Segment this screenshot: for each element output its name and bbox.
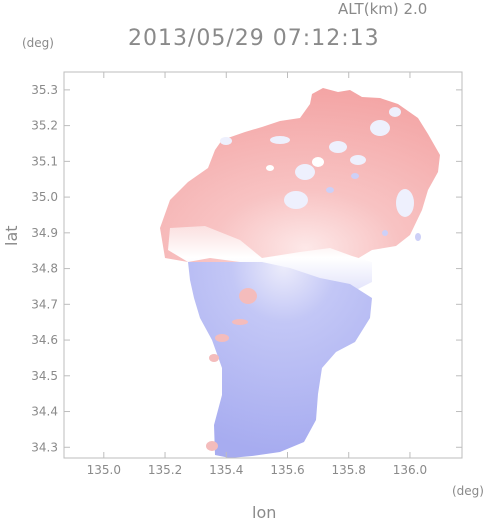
altitude-label: ALT(km) 2.0 — [338, 0, 428, 18]
y-tick-label: 34.6 — [31, 333, 58, 347]
x-tick-label: 135.0 — [87, 463, 121, 477]
negative-patches-north — [220, 107, 414, 217]
lon-unit-label: (deg) — [452, 484, 484, 498]
zero-velocity-band — [168, 226, 372, 290]
observation-datetime: 2013/05/29 07:12:13 — [128, 26, 380, 51]
y-tick-label: 34.5 — [31, 369, 58, 383]
x-axis-label: lon — [252, 503, 277, 522]
x-tick-label: 135.4 — [209, 463, 243, 477]
x-axis-ticks: 135.0 135.2 135.4 135.6 135.8 136.0 — [87, 72, 427, 477]
lat-unit-label: (deg) — [22, 36, 54, 50]
positive-patches-south — [206, 288, 257, 451]
y-tick-label: 34.4 — [31, 405, 58, 419]
x-tick-label: 135.6 — [270, 463, 304, 477]
x-tick-label: 135.2 — [148, 463, 182, 477]
y-axis-ticks: 34.3 34.4 34.5 34.6 34.7 34.8 34.9 35.0 35.1 35.2… — [31, 83, 462, 454]
y-tick-label: 34.3 — [31, 440, 58, 454]
plot-frame — [63, 71, 463, 459]
y-tick-label: 34.7 — [31, 297, 58, 311]
y-tick-label: 34.8 — [31, 262, 58, 276]
negative-velocity-region — [188, 262, 372, 458]
y-tick-label: 35.1 — [31, 154, 58, 168]
y-tick-label: 35.3 — [31, 83, 58, 97]
no-echo-gaps — [266, 157, 324, 171]
x-tick-label: 136.0 — [393, 463, 427, 477]
radar-echo-field — [160, 88, 440, 458]
x-tick-label: 135.8 — [332, 463, 366, 477]
y-tick-label: 35.0 — [31, 190, 58, 204]
y-tick-label: 35.2 — [31, 119, 58, 133]
y-tick-label: 34.9 — [31, 226, 58, 240]
blue-spots-north — [326, 173, 421, 241]
